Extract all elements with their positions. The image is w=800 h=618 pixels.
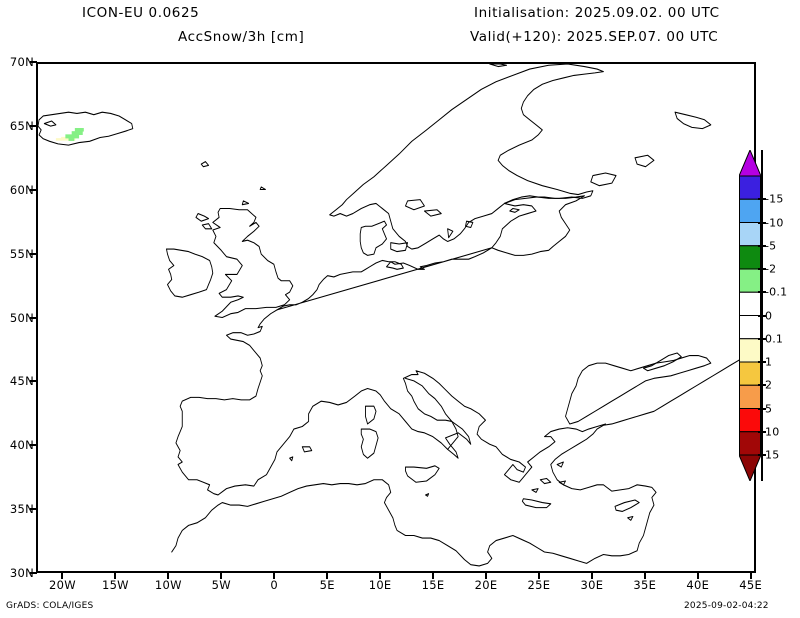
x-tick-mark <box>220 572 223 579</box>
colorbar-tick-label: 5 <box>765 402 773 415</box>
colorbar-tick-label: -10 <box>765 216 784 229</box>
x-tick-label: 25E <box>527 578 551 592</box>
colorbar-tick-label: 10 <box>765 425 780 439</box>
x-tick-label: 0 <box>270 578 279 592</box>
colorbar-tick-mark <box>758 337 766 340</box>
colorbar-tick-mark <box>758 361 766 363</box>
x-tick-label: 5W <box>211 578 231 592</box>
map-plot-area[interactable] <box>36 62 756 573</box>
colorbar-tick-mark <box>758 198 766 201</box>
colorbar-band <box>739 431 761 456</box>
initialisation-text: Initialisation: 2025.09.02. 00 UTC <box>474 5 720 21</box>
colorbar-tick-mark <box>758 268 766 270</box>
y-tick-label: 50N <box>9 310 34 325</box>
y-axis: 70N 65N 60N 55N 50N 45N 40N 35N 30N <box>0 55 34 580</box>
y-tick-label: 45N <box>9 374 34 389</box>
x-tick-mark <box>537 572 540 579</box>
colorbar-band <box>739 338 761 363</box>
colorbar-band <box>739 268 761 293</box>
colorbar-band <box>739 315 761 340</box>
x-tick-mark <box>485 572 487 579</box>
colorbar-band <box>739 198 761 223</box>
x-tick-label: 20W <box>49 578 76 592</box>
colorbar-tick-mark <box>758 407 766 410</box>
y-tick-label: 60N <box>9 182 34 197</box>
y-tick-label: 65N <box>9 118 34 133</box>
colorbar-tick-label: 0.1 <box>765 332 784 346</box>
x-tick-mark <box>643 572 646 579</box>
coastline-map <box>38 64 754 567</box>
colorbar-tick-mark <box>758 291 766 294</box>
field-title: AccSnow/3h [cm] <box>178 29 305 45</box>
footer-timestamp: 2025-09-02-04:22 <box>684 601 769 611</box>
snow-shading-layer <box>55 128 84 141</box>
y-tick-mark <box>30 124 37 127</box>
x-tick-mark <box>61 572 64 579</box>
coastline-paths <box>38 64 754 567</box>
x-axis: 20W 15W 10W 5W 0 5E 10E 15E 20E 25E 30E 35E 40E 45E <box>0 578 800 596</box>
colorbar-tick-label: -5 <box>765 239 777 253</box>
x-tick-mark <box>432 572 435 579</box>
colorbar-band <box>739 175 761 200</box>
x-tick-mark <box>749 572 752 579</box>
y-tick-label: 40N <box>9 438 34 453</box>
y-tick-mark <box>30 572 37 574</box>
colorbar-arrow-top <box>739 150 761 177</box>
x-tick-mark <box>273 572 276 579</box>
x-tick-label: 15E <box>421 578 445 592</box>
valid-time-text: Valid(+120): 2025.SEP.07. 00 UTC <box>470 29 719 45</box>
x-tick-mark <box>590 572 593 579</box>
model-title: ICON-EU 0.0625 <box>82 5 200 21</box>
y-tick-label: 70N <box>9 55 34 69</box>
colorbar-band <box>739 245 761 270</box>
colorbar-tick-label: -0.1 <box>765 285 788 299</box>
colorbar-tick-label: 2 <box>765 378 773 392</box>
colorbar-tick-mark <box>758 244 766 247</box>
colorbar-band <box>739 222 761 247</box>
x-tick-label: 45E <box>739 578 763 592</box>
colorbar-swatches <box>739 150 761 481</box>
y-tick-mark <box>30 188 37 191</box>
colorbar-band <box>739 408 761 433</box>
colorbar-tick-mark <box>758 454 766 456</box>
colorbar-tick-label: -2 <box>765 262 777 276</box>
colorbar-band <box>739 291 761 316</box>
y-tick-mark <box>30 316 37 319</box>
colorbar-tick-label: 15 <box>765 448 780 462</box>
x-tick-mark <box>167 572 170 579</box>
y-tick-mark <box>30 252 37 255</box>
colorbar-tick-mark <box>758 384 766 387</box>
x-tick-label: 15W <box>101 578 129 592</box>
x-tick-label: 5E <box>319 578 335 592</box>
y-tick-label: 35N <box>9 502 34 517</box>
colorbar-tick-label: 0 <box>765 309 773 322</box>
colorbar-tick-mark <box>758 221 766 224</box>
x-tick-mark <box>696 572 699 579</box>
x-tick-mark <box>114 572 117 579</box>
y-tick-label: 55N <box>9 246 34 261</box>
x-tick-mark <box>326 572 329 579</box>
y-tick-mark <box>30 444 37 447</box>
x-tick-label: 10W <box>154 578 182 592</box>
colorbar-tick-mark <box>758 430 766 433</box>
x-tick-label: 20E <box>474 578 498 592</box>
colorbar-tick-label: 1 <box>765 355 773 369</box>
x-tick-label: 35E <box>633 578 657 592</box>
x-tick-label: 40E <box>686 578 710 592</box>
y-tick-mark <box>30 380 37 383</box>
y-tick-mark <box>30 61 37 63</box>
footer-credit: GrADS: COLA/IGES <box>6 601 94 611</box>
y-tick-mark <box>30 508 37 511</box>
colorbar-band <box>739 384 761 409</box>
y-tick-label: 30N <box>9 566 34 580</box>
colorbar-arrow-bottom <box>739 454 761 481</box>
colorbar-tick-mark <box>758 314 766 317</box>
colorbar-legend[interactable]: -15 -10 -5 -2 -0.1 0 0.1 1 2 5 10 15 <box>739 150 787 481</box>
colorbar-band <box>739 361 761 386</box>
x-tick-mark <box>379 572 382 579</box>
x-tick-label: 10E <box>368 578 392 592</box>
colorbar-tick-label: -15 <box>765 192 784 206</box>
x-tick-label: 30E <box>580 578 604 592</box>
